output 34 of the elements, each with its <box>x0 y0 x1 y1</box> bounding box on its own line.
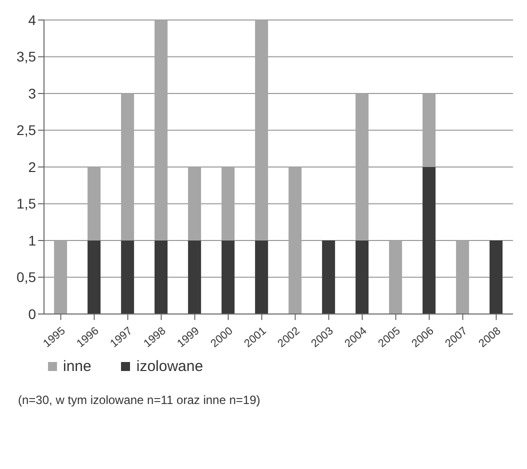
bar <box>188 167 202 240</box>
y-tick-label: 2 <box>28 158 36 175</box>
bar <box>188 240 202 314</box>
bar <box>54 240 68 314</box>
bar <box>456 240 470 314</box>
y-tick-label: 1 <box>28 232 36 248</box>
bar <box>88 240 101 314</box>
bar <box>422 167 436 314</box>
legend-label: izolowane <box>136 358 204 375</box>
bar <box>222 240 235 314</box>
y-tick-label: 0 <box>28 306 36 322</box>
bar <box>490 240 503 314</box>
text: (n=30, w tym izolowane n=11 oraz inne n=19) <box>17 393 262 407</box>
bar <box>422 94 436 167</box>
bar <box>88 167 101 240</box>
legend-label: inne <box>63 358 92 375</box>
y-tick-label: 3,5 <box>16 48 36 65</box>
bar <box>255 240 268 314</box>
bar <box>356 94 369 240</box>
bar <box>154 20 168 240</box>
bar <box>154 240 168 314</box>
bar <box>255 20 268 240</box>
bar <box>389 240 402 314</box>
y-tick-label: 0,5 <box>16 269 36 286</box>
bar <box>322 240 336 314</box>
bar <box>121 94 134 240</box>
bar <box>222 167 235 240</box>
y-tick-label: 1,5 <box>16 196 36 212</box>
bar <box>356 240 369 314</box>
y-tick-label: 4 <box>28 12 36 28</box>
y-tick-label: 2,5 <box>16 122 36 138</box>
y-tick-label: 3 <box>28 85 36 102</box>
bar <box>288 167 302 314</box>
bar <box>121 240 134 314</box>
